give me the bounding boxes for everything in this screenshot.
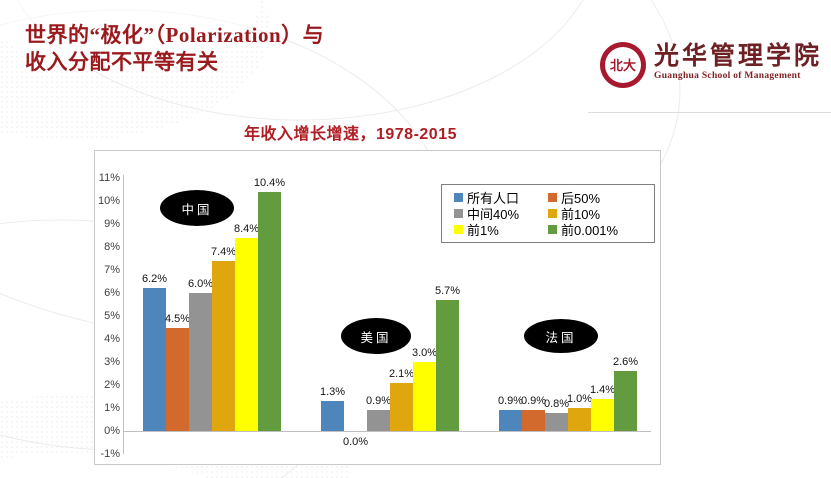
bar-value-label: 1.0%: [566, 393, 593, 405]
legend-label: 前1%: [467, 223, 499, 238]
bar-value-label: 2.1%: [388, 367, 415, 380]
bar-value-label: 0.9%: [497, 395, 524, 408]
pku-seal-inner: 北大: [605, 47, 641, 83]
slide-title: 世界的“极化”（Polarization）与 收入分配不平等有关: [25, 22, 324, 76]
legend-item: 所有人口: [454, 190, 548, 206]
y-axis-tick-label: 5%: [104, 310, 120, 322]
legend-label: 前10%: [561, 207, 601, 222]
bar-value-label: 6.2%: [141, 273, 168, 286]
legend-label: 所有人口: [467, 191, 520, 206]
bar-value-label: 0.9%: [365, 395, 392, 408]
bar-value-label: 4.5%: [164, 312, 191, 325]
y-axis-tick-label: 3%: [104, 356, 120, 368]
legend-item: 前10%: [548, 206, 646, 222]
legend-swatch-icon: [548, 209, 557, 218]
group-label-ellipse: 美国: [341, 318, 411, 354]
y-axis-tick-label: 4%: [104, 333, 120, 345]
bar-value-label: 10.4%: [253, 176, 286, 189]
y-axis-tick-label: 8%: [104, 241, 120, 253]
bar: [545, 412, 568, 431]
legend-label: 前0.001%: [561, 223, 619, 238]
y-axis-tick-label: 1%: [104, 402, 120, 414]
legend-item: 前1%: [454, 222, 548, 238]
bar: [212, 260, 235, 431]
pku-seal-glyph: 北大: [609, 57, 636, 73]
legend-label: 后50%: [561, 191, 601, 206]
bar-value-label: 1.4%: [589, 383, 616, 396]
bar: [367, 410, 390, 431]
bar-value-label: 0.8%: [543, 397, 570, 410]
logo-org-name-en: Guanghua School of Management: [654, 71, 801, 81]
y-axis-tick-label: 11%: [98, 172, 120, 184]
bar-value-label: 1.3%: [319, 386, 346, 399]
bar-value-label: 2.6%: [612, 356, 639, 369]
x-axis-baseline: [123, 431, 651, 432]
y-axis-tick-label: -1%: [100, 448, 120, 460]
bar: [235, 237, 258, 431]
chart-title: 年收入增长增速，1978-2015: [243, 126, 458, 143]
bar-value-label: 3.0%: [411, 347, 438, 359]
y-axis-tick-label: 6%: [104, 287, 120, 299]
legend-item: 中间40%: [454, 206, 548, 222]
pku-seal-icon: 北大: [600, 42, 646, 88]
logo-text: 光华管理学院 Guanghua School of Management: [654, 42, 822, 81]
guanghua-logo: 北大 光华管理学院 Guanghua School of Management: [600, 42, 822, 88]
slide-title-line2: 收入分配不平等有关: [25, 50, 219, 74]
logo-org-name-cn: 光华管理学院: [654, 43, 823, 70]
bar: [390, 382, 413, 431]
slide-title-line1: 世界的“极化”（Polarization）与: [25, 23, 325, 47]
y-axis-tick-label: 10%: [97, 195, 120, 207]
bar: [568, 408, 591, 431]
bar: [321, 401, 344, 431]
y-axis-tick-label: 9%: [104, 218, 120, 230]
y-axis-tick-label: 7%: [104, 264, 120, 276]
legend-item: 后50%: [548, 190, 646, 206]
bar: [143, 288, 166, 431]
legend-swatch-icon: [454, 225, 463, 234]
bar: [166, 327, 189, 431]
bar: [436, 299, 459, 431]
bar: [614, 371, 637, 431]
bar-value-label: 6.0%: [187, 278, 214, 290]
group-label-ellipse: 法国: [524, 319, 598, 353]
bar-value-label: 5.7%: [434, 284, 461, 297]
bar: [522, 410, 545, 431]
bar-value-label: 0.9%: [520, 395, 547, 408]
legend-swatch-icon: [454, 193, 463, 202]
chart-legend: 所有人口 后50% 中间40% 前10% 前1% 前0.001%: [441, 184, 655, 243]
bar: [499, 410, 522, 431]
group-label-ellipse: 中国: [160, 190, 234, 226]
legend-label: 中间40%: [467, 207, 520, 222]
bar: [189, 293, 212, 431]
logo-divider-line: [588, 112, 831, 113]
legend-swatch-icon: [548, 225, 557, 234]
bar-value-label: 0.0%: [342, 436, 369, 448]
bar: [413, 362, 436, 431]
legend-swatch-icon: [548, 193, 557, 202]
y-axis-tick-label: 0%: [104, 425, 120, 437]
y-axis-tick-label: 2%: [104, 379, 120, 391]
bar: [258, 191, 281, 431]
bar-value-label: 8.4%: [233, 222, 260, 235]
legend-item: 前0.001%: [548, 222, 646, 238]
y-axis-line: [123, 175, 124, 454]
bar: [591, 398, 614, 431]
chart-area: 所有人口 后50% 中间40% 前10% 前1% 前0.001% 11% 10% 9% 8% 7%…: [94, 150, 661, 465]
legend-swatch-icon: [454, 209, 463, 218]
bar-value-label: 7.4%: [210, 245, 237, 258]
